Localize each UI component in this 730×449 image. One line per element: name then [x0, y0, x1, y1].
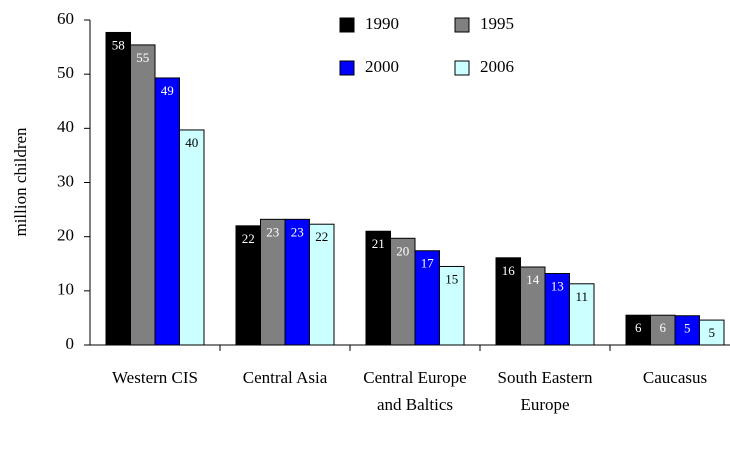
- value-label: 20: [396, 243, 409, 258]
- value-label: 5: [709, 325, 716, 340]
- y-tick-label: 30: [57, 171, 74, 190]
- bar: [235, 225, 261, 346]
- bar: [650, 314, 676, 346]
- legend-label: 1990: [365, 14, 399, 33]
- y-tick-label: 50: [57, 63, 74, 82]
- value-label: 6: [660, 320, 667, 335]
- y-tick-label: 60: [57, 9, 74, 28]
- value-label: 55: [136, 50, 149, 65]
- bar: [154, 77, 180, 346]
- value-label: 22: [242, 231, 255, 246]
- legend-swatch: [454, 17, 470, 33]
- legend-label: 1995: [480, 14, 514, 33]
- y-tick-label: 20: [57, 226, 74, 245]
- value-label: 16: [502, 263, 516, 278]
- y-tick-label: 0: [66, 334, 75, 353]
- value-label: 11: [575, 289, 588, 304]
- bar: [309, 223, 335, 346]
- bar: [414, 250, 440, 346]
- value-label: 17: [421, 256, 435, 271]
- value-label: 21: [372, 236, 385, 251]
- value-label: 15: [445, 271, 458, 286]
- x-tick-label: Central Asia: [243, 368, 328, 387]
- bar: [569, 283, 595, 346]
- value-label: 6: [635, 320, 642, 335]
- bar: [179, 129, 205, 346]
- bar: [495, 257, 521, 346]
- x-tick-label: Western CIS: [112, 368, 198, 387]
- value-label: 58: [112, 37, 125, 52]
- bar: [625, 314, 651, 346]
- x-tick-label: South Eastern Europe: [498, 368, 593, 414]
- legend-swatch: [339, 60, 355, 76]
- bar: [699, 319, 725, 346]
- legend-label: 2006: [480, 57, 514, 76]
- bar: [105, 31, 131, 346]
- legend-swatch: [454, 60, 470, 76]
- value-label: 40: [185, 135, 198, 150]
- bar: [130, 44, 156, 346]
- bar: [544, 273, 570, 346]
- value-label: 49: [161, 83, 174, 98]
- legend-swatch: [339, 17, 355, 33]
- value-label: 23: [266, 224, 279, 239]
- y-tick-label: 10: [57, 280, 74, 299]
- bar: [520, 266, 546, 346]
- bar: [439, 265, 465, 346]
- bar: [260, 218, 286, 346]
- value-label: 14: [526, 272, 540, 287]
- x-tick-label: Central Europe and Baltics: [363, 368, 466, 414]
- y-label-clip: million children: [11, 127, 30, 237]
- legend-label: 2000: [365, 57, 399, 76]
- value-label: 5: [684, 321, 691, 336]
- bar: [365, 230, 391, 346]
- x-tick-label: Caucasus: [643, 368, 707, 387]
- value-label: 23: [291, 224, 304, 239]
- y-axis-label: million children: [11, 127, 30, 237]
- value-label: 22: [315, 229, 328, 244]
- value-label: 13: [551, 278, 564, 293]
- y-tick-label: 40: [57, 117, 74, 136]
- bar: [390, 237, 416, 346]
